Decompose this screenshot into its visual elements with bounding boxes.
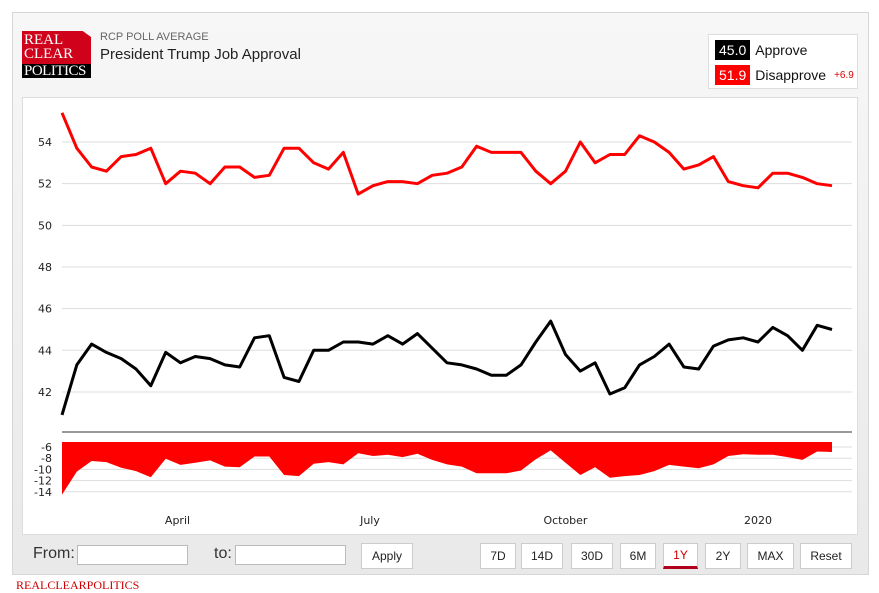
footer-brand: REALCLEARPOLITICS	[16, 578, 140, 592]
x-tick-label: 2020	[744, 514, 772, 527]
spread-tick-label: -6	[41, 441, 52, 454]
spread-tick-label: -12	[34, 475, 52, 488]
spread-tick-label: -14	[34, 486, 52, 499]
disapprove-label: Disapprove	[755, 67, 827, 83]
rcp-logo: REAL CLEAR POLITICS	[22, 31, 91, 79]
legend: 45.0 Approve 51.9 Disapprove +6.9	[708, 34, 858, 89]
y-tick-label: 44	[38, 344, 52, 357]
range-max-button[interactable]: MAX	[747, 543, 794, 569]
approve-value: 45.0	[715, 40, 751, 60]
y-tick-label: 54	[38, 136, 52, 149]
from-label: From:	[33, 545, 75, 562]
to-label: to:	[214, 545, 232, 562]
chart-subtitle: RCP POLL AVERAGE	[100, 31, 209, 43]
y-tick-label: 50	[38, 219, 52, 232]
approve-label: Approve	[755, 42, 808, 58]
range-1y-button[interactable]: 1Y	[663, 543, 698, 569]
range-14d-button[interactable]: 14D	[521, 543, 563, 569]
range-6m-button[interactable]: 6M	[620, 543, 656, 569]
chart-title: President Trump Job Approval	[100, 46, 301, 63]
to-date-input[interactable]	[235, 545, 346, 565]
spread-tick-label: -8	[41, 452, 52, 465]
legend-disapprove: 51.9 Disapprove +6.9	[715, 65, 854, 85]
y-tick-label: 52	[38, 178, 52, 191]
range-7d-button[interactable]: 7D	[480, 543, 516, 569]
disapprove-value: 51.9	[715, 65, 751, 85]
spread-area	[62, 441, 832, 495]
x-tick-label: April	[165, 514, 190, 527]
y-tick-label: 46	[38, 303, 52, 316]
range-30d-button[interactable]: 30D	[571, 543, 613, 569]
spread-tick-label: -10	[34, 463, 52, 476]
y-tick-label: 48	[38, 261, 52, 274]
disapprove-line	[60, 112, 833, 196]
apply-button[interactable]: Apply	[361, 543, 413, 569]
approve-line	[60, 319, 833, 416]
from-date-input[interactable]	[77, 545, 188, 565]
y-tick-label: 42	[38, 386, 52, 399]
x-tick-label: October	[543, 514, 587, 527]
reset-button[interactable]: Reset	[800, 543, 852, 569]
legend-approve: 45.0 Approve	[715, 40, 807, 60]
spread-value: +6.9	[834, 69, 854, 81]
range-2y-button[interactable]: 2Y	[705, 543, 741, 569]
x-tick-label: July	[359, 514, 380, 527]
